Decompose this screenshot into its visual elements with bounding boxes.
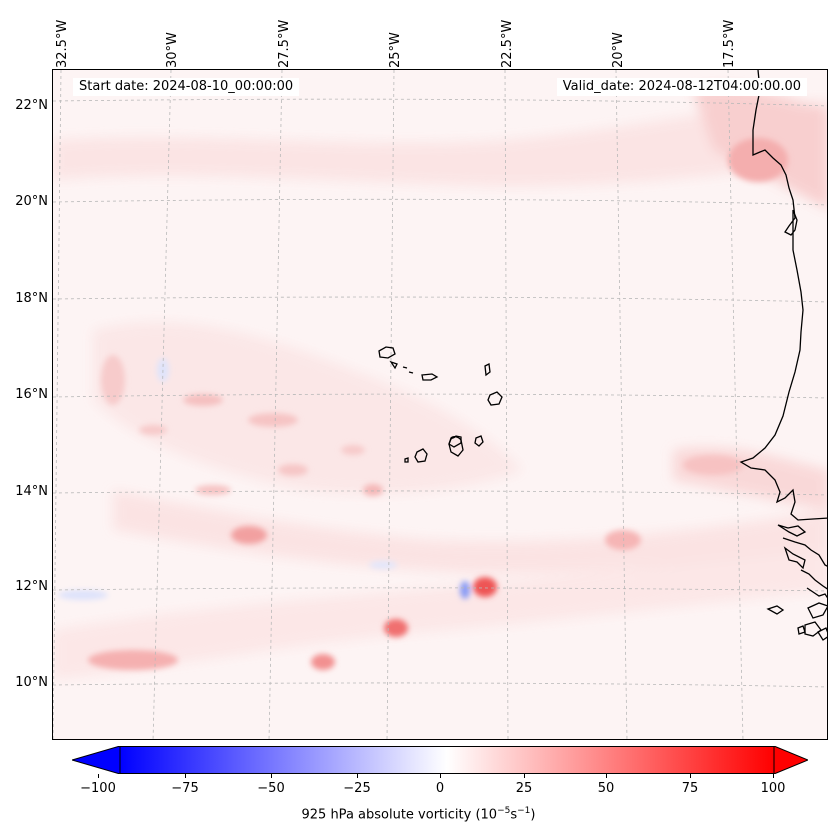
colorbar-gradient [119,746,775,774]
vorticity-field [53,87,827,680]
african-coastline [739,70,827,641]
start-date-label: Start date: 2024-08-10_00:00:00 [73,78,300,96]
lon-label-32-5w: 32.5°W [55,19,70,68]
colorbar-tick: −50 [257,781,285,796]
lon-label-30w: 30°W [165,32,180,68]
colorbar-tick: 25 [515,781,533,796]
graticule [53,70,827,739]
colorbar-tick: 0 [435,781,445,796]
colorbar-tick: −75 [171,781,199,796]
cape-verde-islands [378,346,503,463]
colorbar-tick: 75 [681,781,699,796]
valid-date-label: Valid_date: 2024-08-12T04:00:00.00 [556,78,807,96]
lat-label-16n: 16°N [15,387,48,402]
lon-label-17-5w: 17.5°W [722,19,737,68]
colorbar [72,746,808,774]
colorbar-label: 925 hPa absolute vorticity (10−5s−1) [301,806,536,823]
colorbar-tick: 50 [597,781,615,796]
lon-label-20w: 20°W [611,32,626,68]
colorbar-min-extend [72,746,121,774]
lon-label-27-5w: 27.5°W [277,19,292,68]
lon-label-22-5w: 22.5°W [500,19,515,68]
map-canvas [53,70,827,739]
vorticity-features [58,138,788,670]
lat-label-12n: 12°N [15,579,48,594]
vorticity-map[interactable]: Start date: 2024-08-10_00:00:00 Valid_da… [52,69,828,740]
lat-label-22n: 22°N [15,98,48,113]
colorbar-tick: −25 [343,781,371,796]
colorbar-tick: −100 [80,781,116,796]
lat-label-20n: 20°N [15,194,48,209]
lat-label-14n: 14°N [15,484,48,499]
lat-label-10n: 10°N [15,675,48,690]
colorbar-max-extend [773,746,808,774]
lat-label-18n: 18°N [15,291,48,306]
lon-label-25w: 25°W [388,32,403,68]
colorbar-tick: 100 [760,781,786,796]
